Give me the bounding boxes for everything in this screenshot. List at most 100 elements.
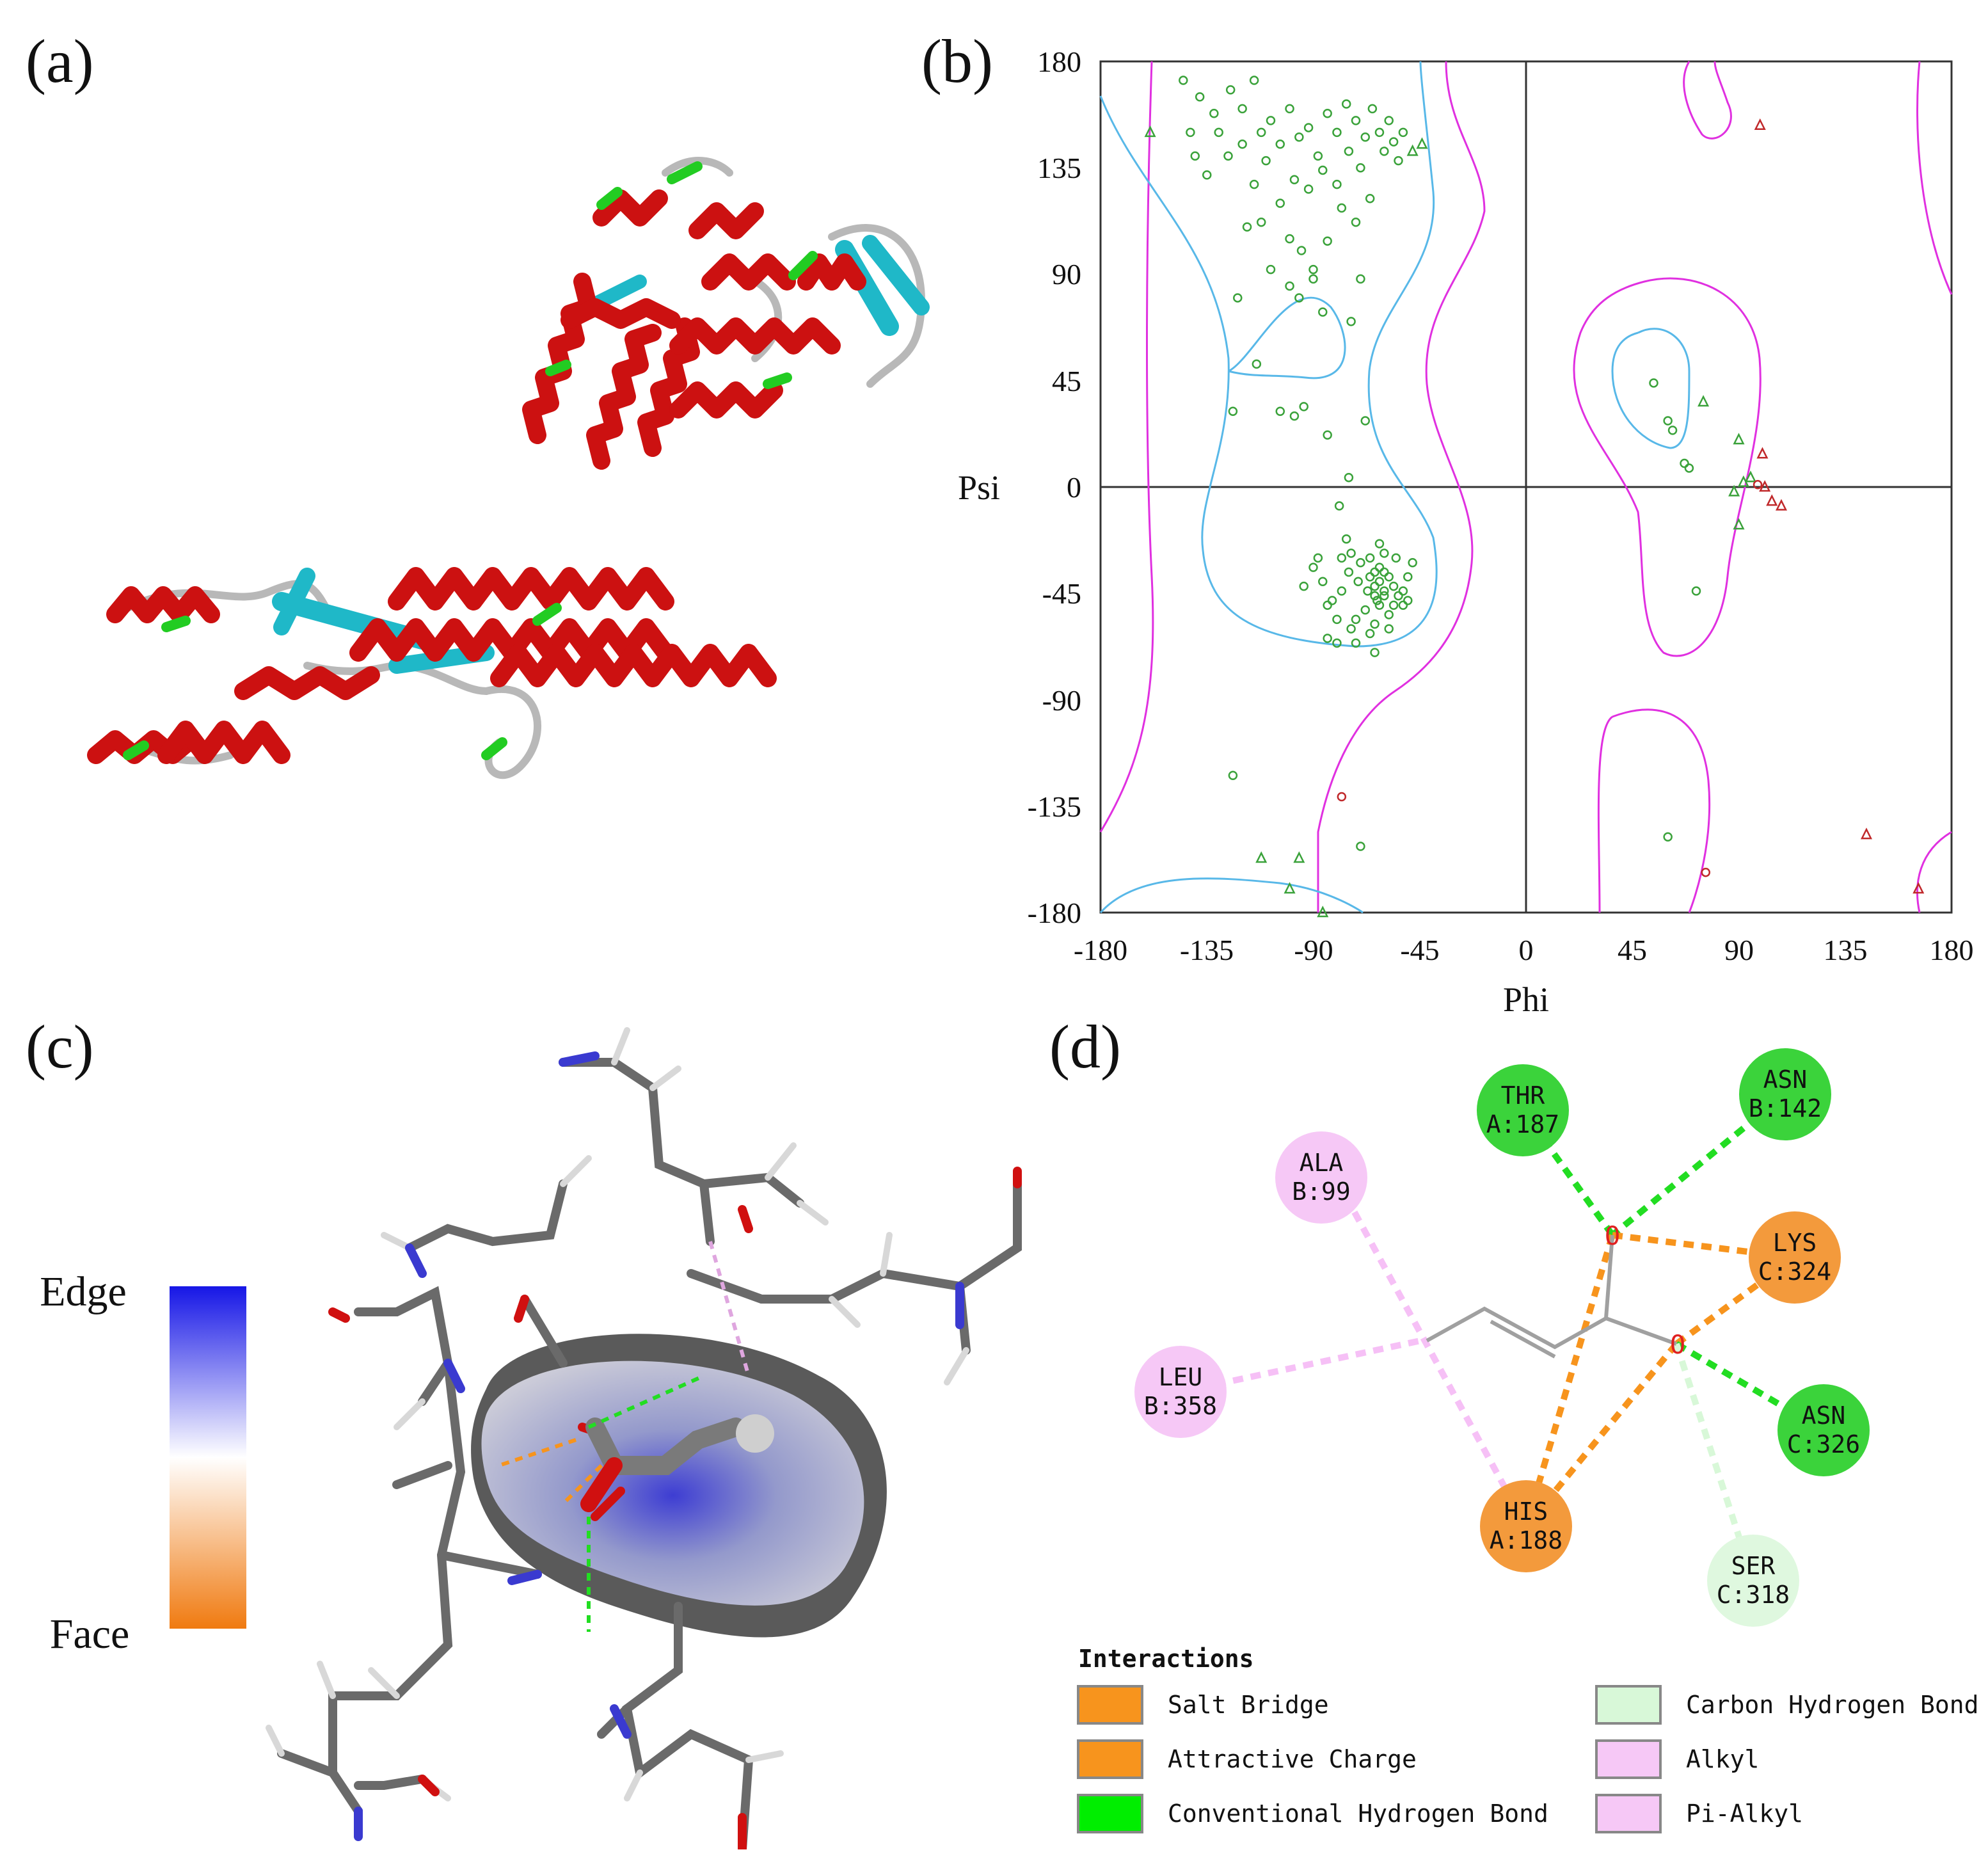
ytick-label: 135 — [1037, 152, 1081, 184]
rama-point-circle — [1296, 246, 1307, 255]
ytick-label: 0 — [1067, 471, 1081, 504]
rama-point-circle — [1252, 359, 1262, 369]
residue-ser-c318: SER C:318 — [1707, 1535, 1799, 1627]
rama-point-circle — [1380, 147, 1389, 156]
rama-point-circle — [1332, 179, 1342, 189]
rama-point-circle — [1356, 274, 1365, 284]
xtick-label: 180 — [1930, 934, 1974, 966]
rama-point-circle — [1195, 92, 1205, 102]
rama-point-circle — [1374, 600, 1385, 610]
panel-label-d: (d) — [1049, 1012, 1121, 1081]
rama-point-triangle — [1775, 499, 1788, 511]
rama-point-circle — [1351, 116, 1361, 125]
rama-point-circle — [1285, 234, 1294, 244]
rama-point-circle — [1179, 76, 1188, 85]
rama-point-circle — [1337, 203, 1347, 213]
rama-point-circle — [1346, 317, 1356, 326]
legend-label: Attractive Charge — [1168, 1745, 1417, 1773]
rama-point-circle — [1190, 151, 1200, 161]
interaction-line — [1673, 1343, 1756, 1582]
contour-core-right — [1611, 328, 1690, 449]
interaction-legend: Interactions Salt Bridge Attractive Char… — [1077, 1645, 1979, 1833]
protein-ribbon-structure — [87, 157, 930, 779]
residue-id: B:358 — [1144, 1392, 1217, 1420]
rama-point-circle — [1308, 264, 1318, 275]
oxygen-atoms: O O — [1605, 1222, 1685, 1360]
rama-point-circle — [1380, 591, 1389, 601]
legend-swatch-attractive-charge — [1077, 1739, 1143, 1779]
rama-point-circle — [1337, 586, 1347, 596]
rama-point-circle — [1242, 222, 1252, 232]
rama-point-circle — [1256, 217, 1266, 227]
panel-label-c: (c) — [26, 1012, 94, 1081]
rama-point-circle — [1249, 76, 1259, 85]
contour-allowed-left — [1099, 61, 1486, 913]
colorbar — [170, 1286, 246, 1629]
rama-point-triangle — [1255, 851, 1268, 863]
rama-point-circle — [1341, 99, 1351, 109]
rama-point-circle — [1684, 463, 1694, 473]
rama-point-circle — [1299, 581, 1308, 591]
rama-point-circle — [1308, 563, 1318, 572]
ytick-label: 45 — [1052, 365, 1081, 397]
rama-point-circle — [1303, 123, 1314, 132]
rama-point-circle — [1403, 596, 1413, 605]
xtick-label: 135 — [1824, 934, 1868, 966]
rama-point-circle — [1318, 307, 1328, 317]
rama-point-circle — [1313, 151, 1323, 161]
rama-point-circle — [1360, 416, 1371, 426]
rama-point-triangle — [1284, 882, 1296, 894]
rama-point-circle — [1356, 842, 1365, 851]
rama-point-circle — [1294, 293, 1304, 303]
contour-allowed-right — [1573, 61, 1953, 913]
rama-point-triangle — [1317, 906, 1329, 918]
residue-name: ASN — [1763, 1066, 1808, 1094]
rama-point-circle — [1365, 194, 1375, 204]
interaction-line — [1523, 1234, 1616, 1528]
residue-asn-b142: ASN B:142 — [1739, 1048, 1831, 1140]
rama-point-circle — [1403, 572, 1413, 582]
rama-point-circle — [1380, 586, 1389, 596]
rama-point-circle — [1275, 406, 1285, 417]
rama-point-circle — [1370, 567, 1380, 577]
rama-point-triangle — [1860, 827, 1873, 840]
rama-point-circle — [1344, 567, 1354, 577]
rama-point-circle — [1346, 624, 1356, 634]
xtick-label: -45 — [1400, 934, 1439, 966]
legend-swatch-conventional-hbond — [1077, 1794, 1143, 1833]
residue-name: HIS — [1504, 1497, 1548, 1526]
rama-point-triangle — [1733, 518, 1745, 530]
rama-point-circle — [1332, 638, 1342, 648]
rama-point-circle — [1308, 274, 1318, 284]
rama-frame — [1099, 60, 1953, 914]
rama-point-triangle — [1728, 484, 1740, 497]
rama-point-triangle — [1144, 125, 1156, 138]
rama-point-circle — [1237, 140, 1247, 149]
rama-point-circle — [1341, 534, 1351, 544]
residue-name: LYS — [1773, 1229, 1817, 1257]
rama-point-circle — [1365, 572, 1375, 582]
rama-point-circle — [1266, 116, 1276, 125]
rama-points — [1144, 76, 1925, 918]
residue-id: B:142 — [1749, 1094, 1822, 1122]
rama-point-circle — [1323, 600, 1332, 610]
ytick-label: -135 — [1028, 790, 1081, 823]
rama-point-circle — [1384, 610, 1394, 619]
rama-point-circle — [1289, 411, 1300, 421]
rama-point-circle — [1225, 85, 1236, 95]
rama-point-circle — [1753, 480, 1763, 490]
rama-point-circle — [1691, 586, 1701, 596]
rama-point-circle — [1398, 586, 1408, 596]
rama-point-triangle — [1756, 447, 1769, 459]
colorbar-face-label: Face — [50, 1611, 130, 1657]
rama-point-circle — [1337, 553, 1347, 563]
rama-point-circle — [1313, 553, 1323, 563]
rama-point-circle — [1275, 198, 1285, 208]
rama-point-circle — [1299, 402, 1308, 411]
ligand-skeleton — [1426, 1234, 1678, 1359]
rama-point-circle — [1367, 104, 1378, 114]
rama-point-triangle — [1754, 118, 1766, 130]
rama-point-circle — [1388, 600, 1399, 610]
ytick-label: -45 — [1042, 577, 1081, 610]
rama-point-circle — [1384, 572, 1394, 582]
